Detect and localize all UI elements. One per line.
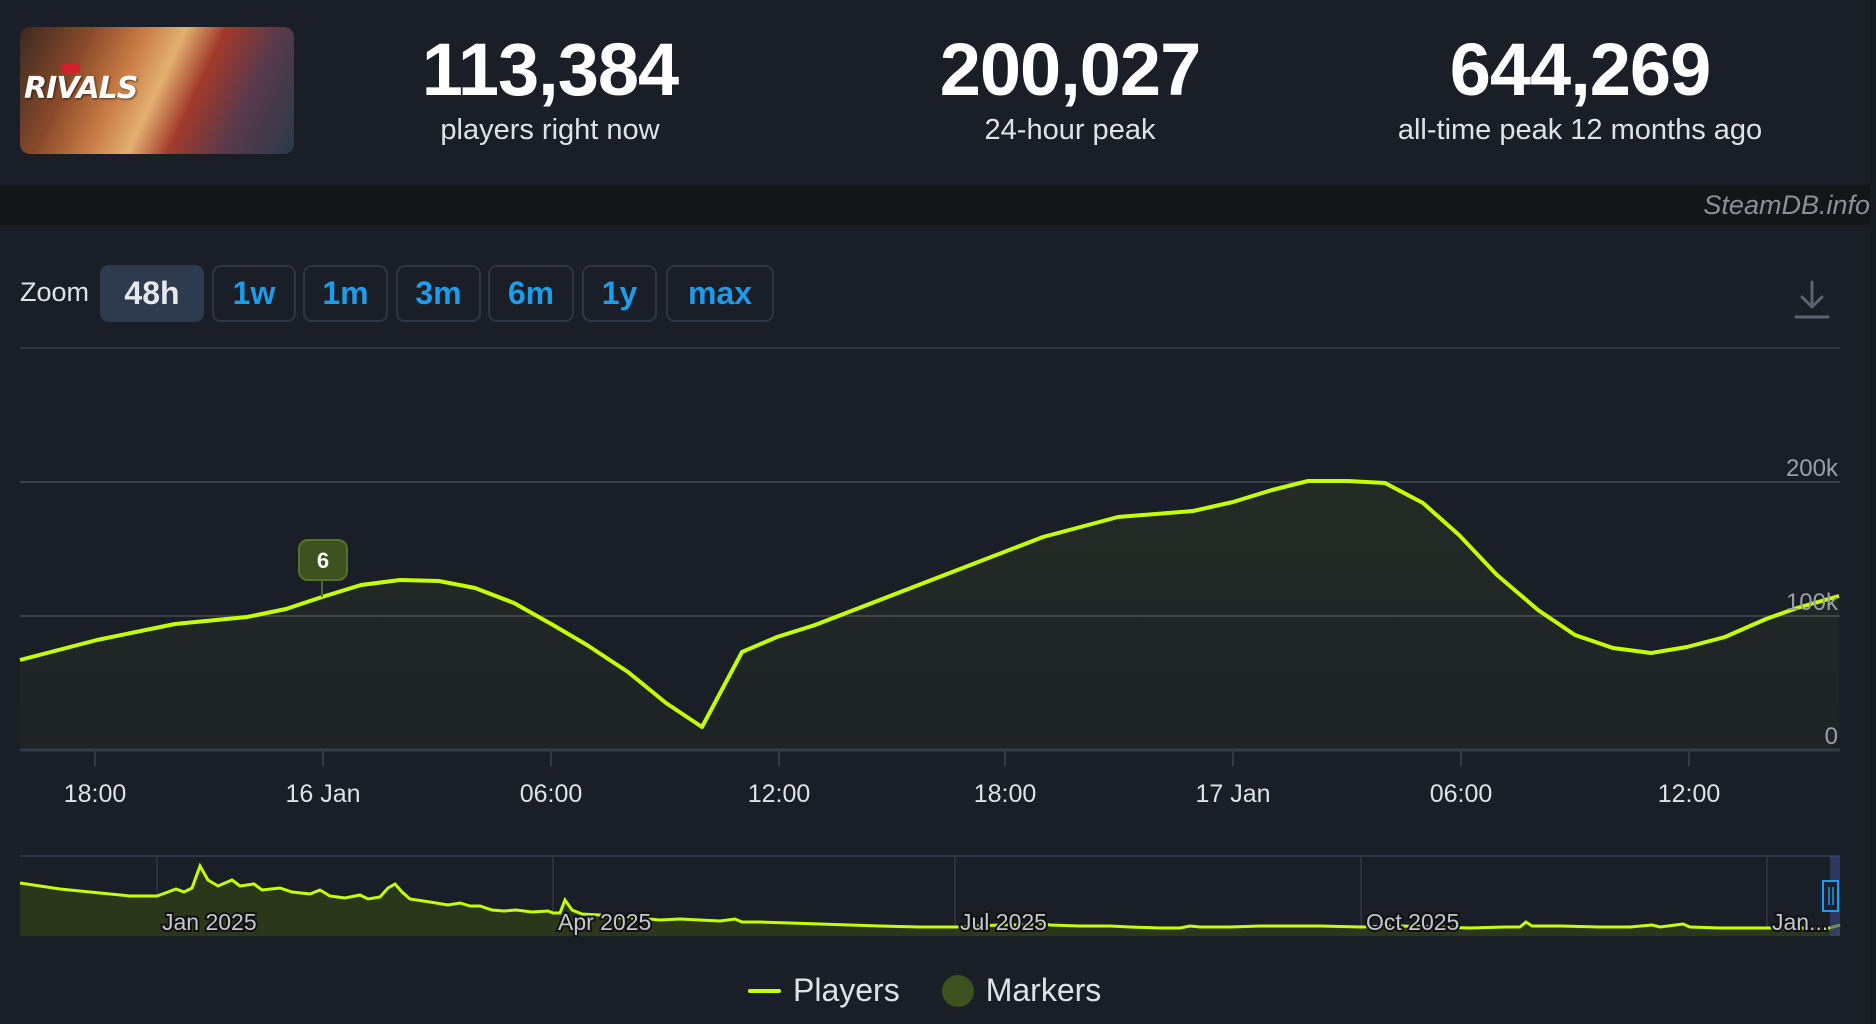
x-labels: 18:00 16 Jan 06:00 12:00 18:00 17 Jan 06…	[64, 780, 1721, 808]
x-label: 18:00	[64, 780, 127, 808]
y-label-0: 0	[1825, 723, 1838, 750]
marker-count: 6	[317, 548, 329, 573]
stat-value: 644,269	[1449, 28, 1712, 111]
line-swatch-icon	[748, 988, 781, 993]
stat-value: 200,027	[939, 28, 1202, 111]
zoom-1w-button[interactable]: 1w	[212, 265, 296, 322]
y-label-100k: 100k	[1786, 589, 1839, 616]
zoom-1y-button[interactable]: 1y	[582, 265, 657, 322]
zoom-3m-button[interactable]: 3m	[396, 265, 481, 322]
x-label: 12:00	[748, 780, 811, 808]
x-label: 18:00	[974, 780, 1037, 808]
divider-strip	[0, 185, 1876, 225]
legend-players[interactable]: Players	[748, 972, 900, 1009]
navigator[interactable]: Jan 2025 Apr 2025 Jul 2025 Oct 2025 Jan.…	[19, 855, 1841, 937]
legend-markers[interactable]: Markers	[941, 972, 1102, 1009]
legend-label: Players	[793, 972, 900, 1008]
players-line	[19, 479, 1840, 729]
legend-label: Markers	[985, 972, 1102, 1008]
page-edge	[1870, 0, 1876, 1024]
navigator-labels: Jan 2025 Apr 2025 Jul 2025 Oct 2025 Jan.…	[160, 907, 1830, 937]
nav-label: Jan...	[1772, 909, 1828, 935]
nav-label: Oct 2025	[1366, 909, 1459, 935]
stat-all-time-peak: 644,269 all-time peak 12 months ago	[1370, 28, 1790, 148]
game-logo-text: RIVALS	[24, 71, 138, 106]
zoom-48h-button[interactable]: 48h	[100, 265, 204, 322]
stat-label: all-time peak 12 months ago	[1397, 114, 1763, 146]
nav-label: Jan 2025	[162, 909, 257, 935]
zoom-label: Zoom	[20, 277, 90, 307]
y-label-200k: 200k	[1786, 455, 1839, 482]
players-area	[20, 481, 1839, 750]
zoom-6m-button[interactable]: 6m	[488, 265, 574, 322]
nav-label: Apr 2025	[558, 909, 651, 935]
stat-24h-peak: 200,027 24-hour peak	[890, 28, 1250, 148]
navigator-area	[20, 866, 1840, 936]
dot-swatch-icon	[941, 974, 974, 1007]
navigator-line	[19, 862, 1841, 930]
x-label: 06:00	[1430, 780, 1493, 808]
marvel-logo-icon	[62, 64, 80, 73]
stat-current-players: 113,384 players right now	[390, 28, 710, 148]
player-chart[interactable]: 200k 100k 0 6 18:00 16 Jan 06:00 12:00 1…	[0, 0, 1876, 960]
stat-value: 113,384	[421, 28, 679, 111]
navigator-handle-icon[interactable]	[1822, 880, 1839, 912]
download-icon[interactable]	[1794, 280, 1830, 322]
nav-label: Jul 2025	[960, 909, 1047, 935]
zoom-max-button[interactable]: max	[666, 265, 774, 322]
zoom-1m-button[interactable]: 1m	[303, 265, 388, 322]
stat-label: 24-hour peak	[984, 114, 1156, 146]
event-marker[interactable]: 6	[298, 539, 348, 597]
x-label: 17 Jan	[1195, 780, 1270, 808]
x-label: 06:00	[520, 780, 583, 808]
steamdb-credit[interactable]: SteamDB.info	[1703, 190, 1870, 220]
stats-header: RIVALS 113,384 players right now 200,027…	[0, 0, 1870, 185]
chart-legend: Players Markers	[748, 972, 1143, 1009]
x-label: 12:00	[1658, 780, 1721, 808]
stat-label: players right now	[440, 114, 660, 146]
game-thumbnail[interactable]: RIVALS	[20, 27, 294, 154]
x-label: 16 Jan	[285, 780, 360, 808]
x-ticks	[94, 751, 1690, 766]
